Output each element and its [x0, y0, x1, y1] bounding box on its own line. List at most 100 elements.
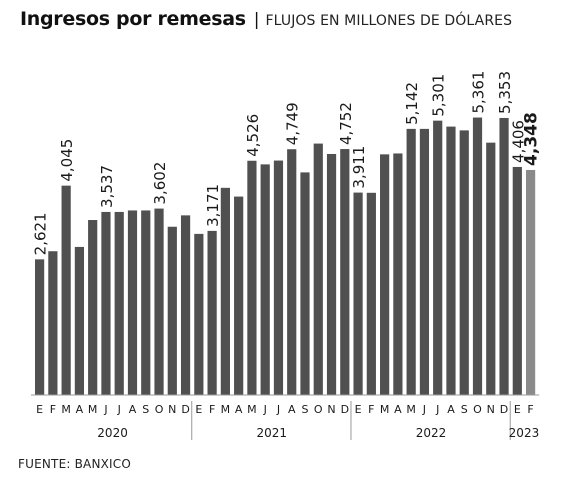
month-tick-12: E [195, 403, 202, 416]
data-label-28: 5,142 [403, 82, 421, 125]
month-tick-17: J [263, 403, 267, 416]
data-label-9: 3,602 [151, 162, 169, 205]
bar-11 [180, 215, 191, 395]
month-tick-22: N [327, 403, 335, 416]
month-tick-33: O [473, 403, 482, 416]
data-label-16: 4,526 [244, 114, 262, 157]
bar-10 [167, 226, 177, 395]
month-tick-28: M [406, 403, 416, 416]
bar-16 [247, 160, 257, 395]
bar-18 [273, 160, 284, 395]
data-label-24: 3,911 [350, 146, 368, 189]
bar-7 [127, 210, 138, 395]
month-tick-9: O [155, 403, 164, 416]
month-tick-1: F [50, 403, 56, 416]
data-label-37: 4,348 [522, 112, 542, 166]
bar-33 [472, 117, 483, 395]
bar-30 [433, 120, 443, 396]
bar-1 [48, 251, 58, 395]
month-tick-2: M [61, 403, 71, 416]
data-label-30: 5,301 [430, 74, 448, 117]
month-tick-13: F [209, 403, 215, 416]
month-tick-23: D [341, 403, 349, 416]
bar-13 [207, 230, 217, 395]
data-label-5: 3,537 [98, 165, 116, 208]
month-tick-6: J [117, 403, 121, 416]
month-tick-37: F [527, 403, 533, 416]
bar-8 [141, 210, 151, 395]
month-tick-7: A [129, 403, 137, 416]
bar-19 [287, 149, 297, 395]
bar-6 [114, 211, 124, 395]
bar-29 [419, 128, 430, 395]
chart-subtitle: FLUJOS EN MILLONES DE DÓLARES [265, 13, 513, 29]
bar-37 [525, 169, 536, 395]
bar-4 [88, 220, 98, 395]
data-label-33: 5,361 [470, 71, 488, 114]
month-tick-16: M [247, 403, 257, 416]
data-labels-group: 2,621 4,045 3,537 3,602 3,171 4,526 4,749 4,752… [32, 71, 542, 256]
year-label-2021: 2021 [257, 426, 288, 440]
bar-9 [154, 208, 164, 395]
source-note: FUENTE: BANXICO [18, 457, 132, 471]
month-tick-15: A [235, 403, 243, 416]
bar-22 [326, 153, 337, 395]
month-tick-29: J [422, 403, 426, 416]
data-label-2: 4,045 [58, 139, 76, 182]
month-tick-21: O [314, 403, 323, 416]
bar-31 [446, 126, 456, 395]
data-label-36: 4,406 [509, 120, 527, 163]
bar-15 [234, 196, 244, 395]
year-label-2022: 2022 [416, 426, 447, 440]
bar-32 [459, 130, 469, 395]
month-tick-24: E [355, 403, 362, 416]
bar-20 [300, 172, 310, 395]
data-label-13: 3,171 [204, 184, 222, 227]
bar-2 [61, 185, 71, 395]
month-tick-30: J [435, 403, 439, 416]
bar-34 [486, 142, 496, 395]
month-tick-36: E [514, 403, 521, 416]
title-separator: | [253, 10, 260, 30]
month-tick-35: D [500, 403, 508, 416]
bar-21 [313, 143, 323, 395]
month-tick-20: S [302, 403, 309, 416]
month-tick-19: A [288, 403, 296, 416]
data-label-0: 2,621 [32, 212, 50, 255]
chart-title: Ingresos por remesas [20, 8, 246, 30]
month-tick-25: F [368, 403, 374, 416]
x-axis: E F M A M J J A S O N D E F M A M J J A S O N D E F M A M J J A S O N D E F20… [31, 394, 540, 440]
bar-36 [512, 166, 522, 395]
month-tick-8: S [142, 403, 149, 416]
month-tick-14: M [221, 403, 231, 416]
month-tick-0: E [36, 403, 43, 416]
data-label-19: 4,749 [284, 102, 302, 145]
year-label-2023: 2023 [509, 426, 540, 440]
month-tick-27: A [394, 403, 402, 416]
bar-26 [380, 154, 390, 395]
bar-14 [220, 187, 230, 395]
data-label-35: 5,353 [496, 71, 514, 114]
data-label-23: 4,752 [337, 102, 355, 145]
chart-header: Ingresos por remesas | FLUJOS EN MILLONE… [20, 8, 512, 36]
month-tick-3: A [76, 403, 84, 416]
bar-12 [194, 233, 204, 395]
bar-5 [101, 211, 111, 395]
month-tick-34: N [487, 403, 495, 416]
bar-27 [393, 153, 403, 395]
bar-35 [499, 117, 509, 396]
bar-25 [366, 192, 376, 395]
bars-group [35, 117, 536, 396]
month-tick-4: M [88, 403, 98, 416]
bar-0 [35, 259, 45, 395]
month-tick-5: J [103, 403, 107, 416]
year-label-2020: 2020 [97, 426, 128, 440]
month-tick-10: N [168, 403, 176, 416]
month-tick-31: A [447, 403, 455, 416]
bar-28 [406, 128, 416, 395]
month-tick-11: D [181, 403, 189, 416]
bar-3 [74, 246, 85, 395]
month-tick-18: J [276, 403, 280, 416]
bar-17 [260, 164, 270, 395]
